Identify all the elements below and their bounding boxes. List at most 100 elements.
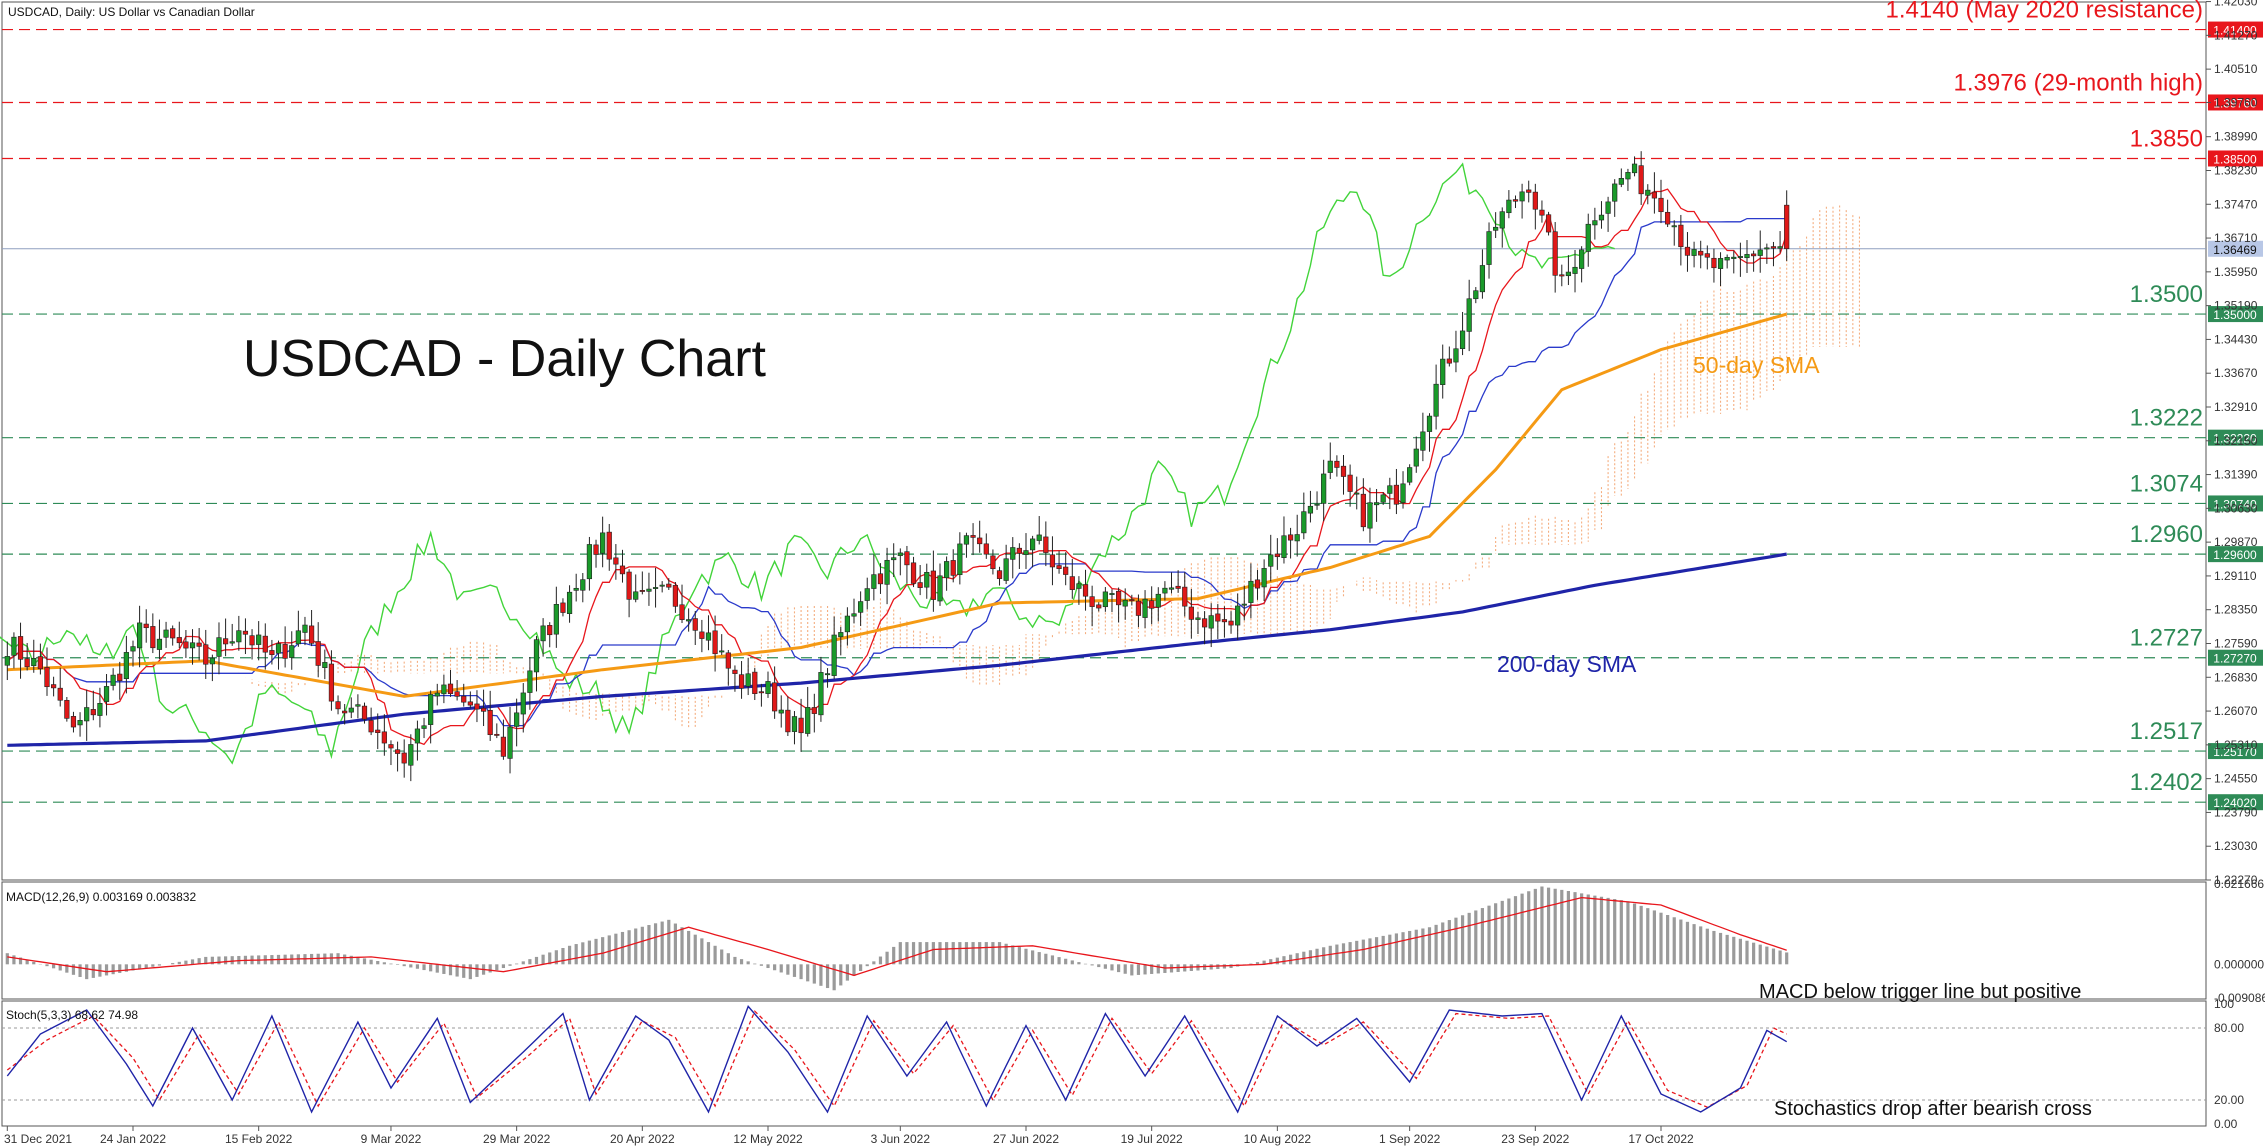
candle bbox=[1043, 521, 1049, 567]
candle bbox=[566, 585, 573, 623]
candle-body bbox=[1638, 165, 1644, 195]
candle bbox=[983, 533, 989, 559]
candle-body bbox=[64, 700, 70, 719]
candle-body bbox=[891, 557, 897, 561]
candle-body bbox=[1585, 223, 1591, 252]
candle bbox=[1440, 344, 1446, 399]
candle-body bbox=[1777, 246, 1783, 249]
candle-body bbox=[864, 588, 870, 601]
candle-body bbox=[1208, 615, 1214, 629]
candle bbox=[1380, 492, 1386, 505]
candle bbox=[348, 697, 354, 719]
candle-body bbox=[1724, 256, 1730, 261]
price-tick-label: 1.26070 bbox=[2214, 704, 2258, 718]
price-tick-label: 1.36710 bbox=[2214, 231, 2258, 245]
candle-body bbox=[328, 663, 335, 702]
candle-body bbox=[249, 635, 255, 646]
macd-indicator: 0.021666 0.000000 -0.009086 bbox=[5, 877, 2265, 1005]
candle bbox=[705, 615, 712, 651]
candle-body bbox=[1069, 576, 1075, 590]
candle bbox=[1069, 558, 1075, 599]
candle bbox=[1082, 569, 1089, 611]
candle bbox=[269, 639, 275, 665]
candle bbox=[712, 615, 718, 672]
candle-body bbox=[652, 587, 659, 589]
candle-body bbox=[917, 582, 923, 588]
candle-body bbox=[540, 625, 546, 642]
candle-body bbox=[1499, 211, 1505, 229]
candle-body bbox=[778, 709, 784, 714]
candle bbox=[1678, 214, 1684, 266]
candle bbox=[494, 723, 500, 739]
candle-body bbox=[1221, 619, 1228, 623]
stoch-signal-line bbox=[6, 1010, 1787, 1108]
candle-body bbox=[983, 543, 989, 555]
candle-body bbox=[1473, 290, 1479, 300]
candle bbox=[1373, 488, 1380, 522]
candle bbox=[824, 668, 831, 688]
candlesticks bbox=[4, 151, 1790, 782]
candle-body bbox=[11, 636, 17, 656]
candle-body bbox=[560, 602, 566, 613]
candle-body bbox=[1168, 587, 1175, 590]
candle-body bbox=[103, 686, 110, 702]
candle bbox=[256, 621, 262, 661]
candle bbox=[275, 640, 282, 670]
candle bbox=[699, 619, 705, 653]
candle bbox=[553, 586, 559, 648]
candle-body bbox=[719, 650, 725, 653]
candle bbox=[1314, 491, 1320, 510]
candle-body bbox=[937, 575, 943, 602]
candle bbox=[1466, 279, 1472, 352]
candle bbox=[1532, 183, 1538, 230]
candle-body bbox=[858, 601, 864, 613]
candle bbox=[1248, 563, 1254, 619]
candle-body bbox=[229, 641, 235, 644]
candle bbox=[1321, 459, 1327, 522]
candle-body bbox=[474, 703, 480, 710]
price-tick-label: 1.30630 bbox=[2214, 501, 2258, 515]
candle bbox=[666, 578, 672, 591]
candle bbox=[1572, 249, 1578, 293]
candle-body bbox=[1631, 163, 1638, 174]
candle-body bbox=[1340, 465, 1347, 477]
candle-body bbox=[494, 733, 500, 736]
candle bbox=[765, 671, 771, 698]
candle-body bbox=[1360, 493, 1366, 528]
candle-body bbox=[1254, 579, 1261, 589]
candle bbox=[1625, 168, 1631, 191]
candle bbox=[1592, 207, 1598, 240]
candle-body bbox=[1056, 565, 1062, 569]
candle bbox=[242, 618, 249, 655]
candle-body bbox=[77, 720, 83, 726]
candle-body bbox=[924, 572, 930, 588]
candle-body bbox=[269, 650, 275, 656]
candle-body bbox=[692, 618, 698, 631]
candle-body bbox=[480, 707, 487, 712]
level-box-value: 1.38500 bbox=[2213, 152, 2257, 166]
candle bbox=[103, 674, 110, 716]
candle-body bbox=[262, 635, 268, 653]
candle bbox=[1665, 199, 1671, 228]
candle-body bbox=[1155, 593, 1161, 608]
candle bbox=[719, 634, 725, 656]
price-tick-label: 1.42030 bbox=[2214, 0, 2258, 9]
candle-body bbox=[1605, 201, 1611, 214]
candle bbox=[738, 661, 745, 699]
candle bbox=[1777, 231, 1783, 253]
candle-body bbox=[467, 701, 473, 706]
candle bbox=[1149, 586, 1155, 625]
level-box-value: 1.29600 bbox=[2213, 548, 2257, 562]
candle bbox=[1499, 207, 1505, 248]
sma50-annotation: 50-day SMA bbox=[1693, 352, 1820, 378]
candle bbox=[1757, 230, 1763, 273]
candle bbox=[64, 696, 70, 722]
candle bbox=[1301, 492, 1307, 540]
candle-body bbox=[904, 551, 910, 566]
price-tick-label: 1.40510 bbox=[2214, 62, 2258, 76]
candle bbox=[117, 661, 123, 700]
candle bbox=[110, 668, 116, 691]
candle bbox=[1347, 464, 1353, 507]
date-tick-label: 23 Sep 2022 bbox=[1501, 1132, 1569, 1146]
candle-body bbox=[1003, 558, 1009, 581]
